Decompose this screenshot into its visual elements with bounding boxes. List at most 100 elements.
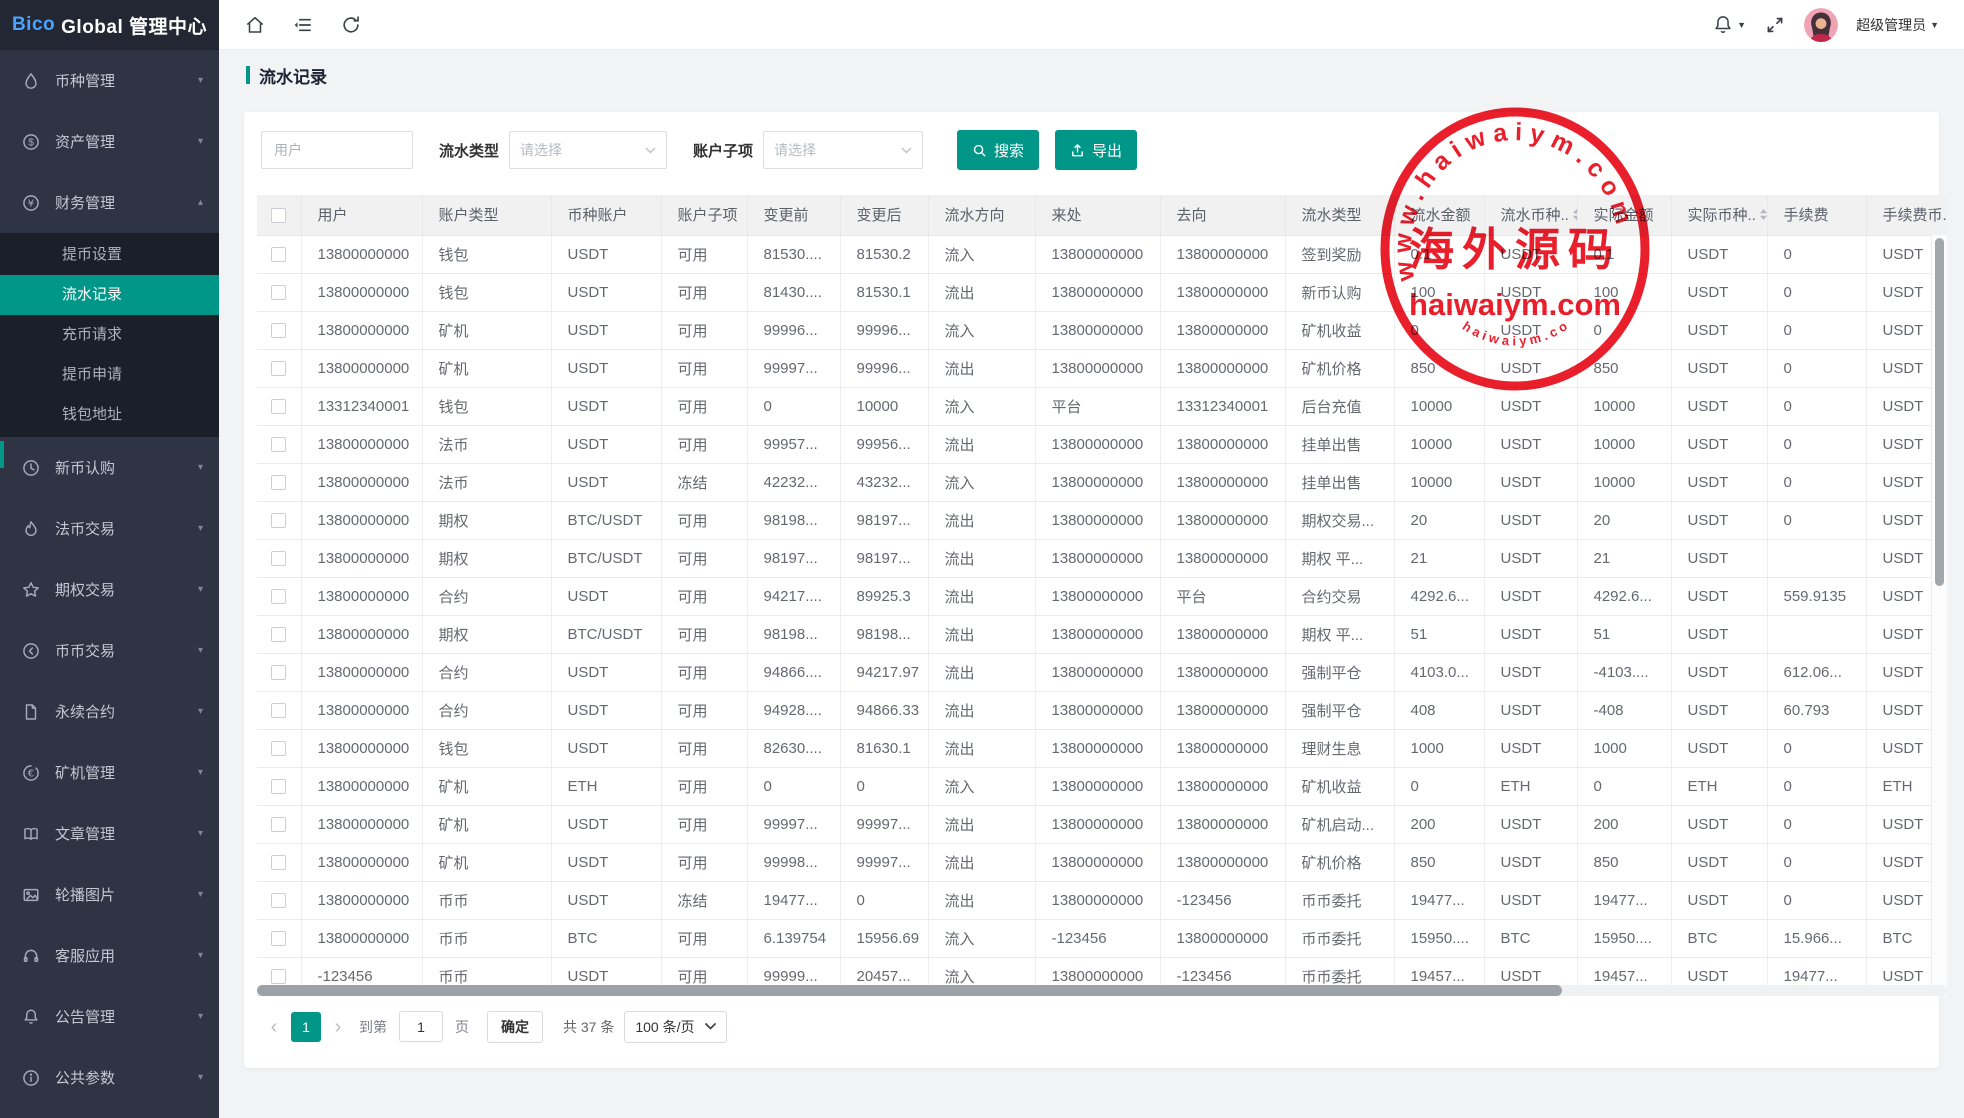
cell: USDT [1671, 729, 1768, 768]
page-title: 流水记录 [246, 61, 1939, 89]
row-checkbox[interactable] [271, 931, 287, 947]
cell: USDT [1671, 311, 1768, 350]
row-checkbox[interactable] [271, 247, 287, 263]
row-checkbox[interactable] [271, 855, 287, 871]
user-menu[interactable]: 超级管理员 ▼ [1856, 15, 1939, 35]
cell: 可用 [661, 501, 748, 540]
row-checkbox[interactable] [271, 817, 287, 833]
sidebar-item[interactable]: 客服应用 ▾ [0, 925, 219, 986]
sidebar-scrollbar-thumb[interactable] [0, 441, 4, 468]
search-button[interactable]: 搜索 [957, 130, 1040, 170]
cell: 可用 [661, 843, 748, 882]
row-checkbox[interactable] [271, 437, 287, 453]
export-button[interactable]: 导出 [1055, 130, 1138, 170]
row-checkbox[interactable] [271, 703, 287, 719]
refresh-icon[interactable] [340, 14, 362, 36]
cell: 矿机 [422, 311, 552, 350]
home-icon[interactable] [244, 14, 266, 36]
per-page-select[interactable]: 100 条/页 [624, 1010, 727, 1043]
sidebar-item[interactable]: 期权交易 ▾ [0, 559, 219, 620]
sidebar-item[interactable]: 币币交易 ▾ [0, 620, 219, 681]
horizontal-scrollbar-thumb[interactable] [257, 984, 1562, 996]
row-checkbox[interactable] [271, 665, 287, 681]
table-row: 13800000000 合约 USDT 可用 94217.... 89925.3 流出 138… [257, 577, 1947, 616]
svg-text:€: € [28, 768, 34, 779]
vertical-scrollbar-thumb[interactable] [1935, 238, 1944, 586]
goto-page-input[interactable] [399, 1011, 443, 1042]
cell: 0 [1767, 235, 1867, 274]
user-search-input[interactable] [261, 131, 413, 169]
column-header: 去向 [1160, 195, 1286, 236]
sidebar-item[interactable]: 永续合约 ▾ [0, 681, 219, 742]
cell: USDT [1484, 653, 1578, 692]
cell: BTC/USDT [551, 539, 662, 578]
cell: 94217.97 [840, 653, 929, 692]
row-checkbox[interactable] [271, 475, 287, 491]
row-checkbox[interactable] [271, 513, 287, 529]
sidebar-item[interactable]: 法币交易 ▾ [0, 498, 219, 559]
cell: 流出 [928, 349, 1036, 388]
chevron-down-icon: ▾ [197, 462, 203, 473]
row-checkbox[interactable] [271, 969, 287, 985]
row-checkbox[interactable] [271, 323, 287, 339]
flow-type-select[interactable]: 请选择 [509, 131, 668, 169]
cell: USDT [1484, 805, 1578, 844]
row-checkbox[interactable] [271, 285, 287, 301]
cell: USDT [1671, 539, 1768, 578]
confirm-page-button[interactable]: 确定 [487, 1010, 543, 1043]
total-count: 共 37 条 [563, 1018, 615, 1035]
cell: USDT [551, 729, 662, 768]
avatar[interactable] [1804, 7, 1839, 42]
row-checkbox[interactable] [271, 627, 287, 643]
row-checkbox[interactable] [271, 741, 287, 757]
next-page-button[interactable]: › [334, 1015, 342, 1038]
table-row: 13800000000 合约 USDT 可用 94866.... 94217.97 流出 13… [257, 653, 1947, 692]
sidebar-item-label: 永续合约 [55, 704, 116, 721]
sidebar-item[interactable]: 轮播图片 ▾ [0, 864, 219, 925]
cell: 13800000000 [301, 767, 423, 806]
sidebar-subitem[interactable]: 提币设置 [62, 246, 123, 263]
select-all-checkbox[interactable] [271, 207, 287, 223]
sidebar-item[interactable]: 文章管理 ▾ [0, 803, 219, 864]
notifications-button[interactable]: ▼ [1712, 14, 1746, 36]
row-checkbox[interactable] [271, 589, 287, 605]
sort-icon[interactable] [1759, 208, 1766, 221]
row-checkbox[interactable] [271, 779, 287, 795]
cell: 200 [1394, 805, 1485, 844]
chevron-down-icon: ▾ [197, 584, 203, 595]
sidebar-item[interactable]: $ 资产管理 ▾ [0, 111, 219, 172]
vertical-scrollbar [1931, 235, 1947, 996]
sidebar-subitem[interactable]: 提币申请 [62, 366, 123, 383]
sub-account-select[interactable]: 请选择 [763, 131, 924, 169]
sidebar-item[interactable]: 公告管理 ▾ [0, 986, 219, 1047]
cell: USDT [1671, 615, 1768, 654]
cell: USDT [1671, 691, 1768, 730]
cell: BTC [1484, 919, 1578, 958]
row-checkbox[interactable] [271, 399, 287, 415]
row-checkbox[interactable] [271, 361, 287, 377]
sidebar-item[interactable]: 币种管理 ▾ [0, 50, 219, 111]
cell: USDT [551, 349, 662, 388]
sidebar-subitem[interactable]: 充币请求 [62, 326, 123, 343]
cell: 合约交易 [1285, 577, 1395, 616]
sidebar-item[interactable]: 公共参数 ▾ [0, 1047, 219, 1108]
sidebar-item[interactable]: 新币认购 ▾ [0, 437, 219, 498]
column-header: 账户子项 [661, 195, 748, 236]
sidebar-subitem[interactable]: 流水记录 [0, 275, 219, 315]
sidebar-item[interactable]: € 矿机管理 ▾ [0, 742, 219, 803]
fullscreen-icon[interactable] [1764, 14, 1786, 36]
cell: USDT [551, 387, 662, 426]
prev-page-button[interactable]: ‹ [270, 1015, 278, 1038]
cell: 89925.3 [840, 577, 929, 616]
cell: 13800000000 [1160, 273, 1286, 312]
cell: 流入 [928, 387, 1036, 426]
sidebar-item[interactable]: ¥ 财务管理 ▴ [0, 172, 219, 233]
sidebar-subitem[interactable]: 钱包地址 [62, 406, 123, 423]
collapse-sidebar-icon[interactable] [292, 14, 314, 36]
row-checkbox[interactable] [271, 893, 287, 909]
sidebar-item-label: 币种管理 [55, 73, 116, 90]
cell: 流入 [928, 311, 1036, 350]
row-checkbox[interactable] [271, 551, 287, 567]
sort-icon[interactable] [1572, 208, 1576, 221]
current-page-button[interactable]: 1 [291, 1011, 321, 1042]
